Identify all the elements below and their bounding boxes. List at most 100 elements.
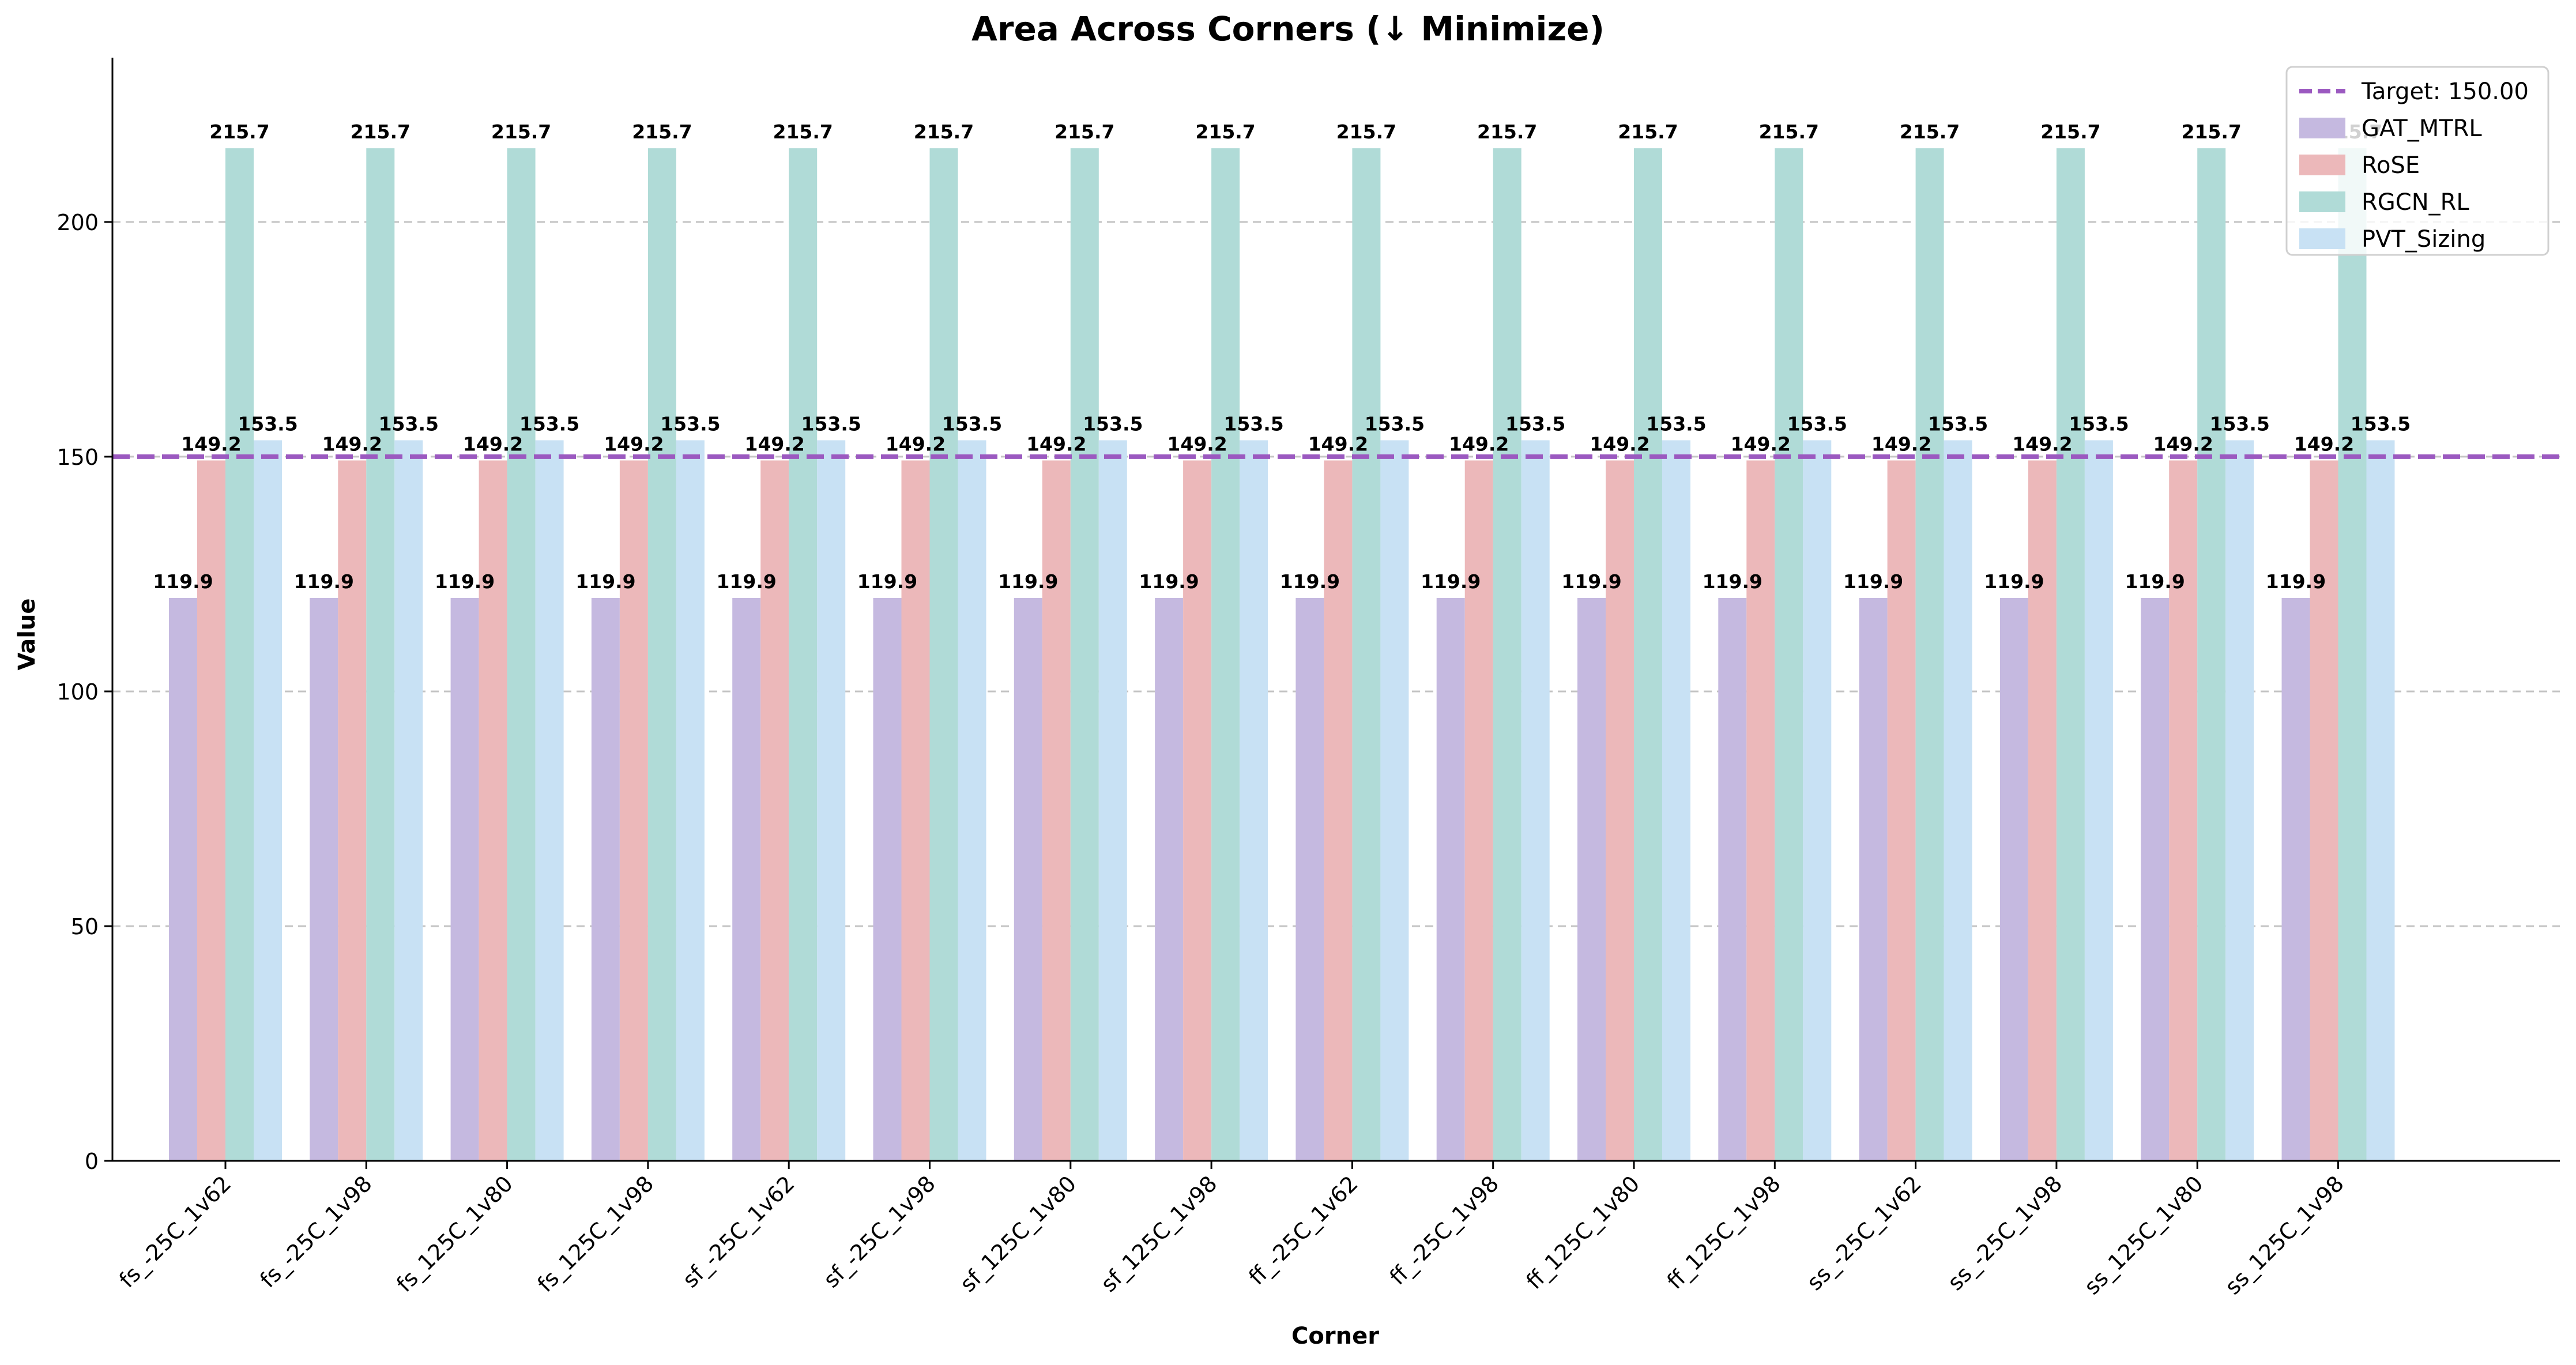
bar-gat-mtrl (1436, 597, 1465, 1161)
data-label: 215.7 (351, 121, 410, 143)
bar-rose (2310, 460, 2338, 1161)
bar-pvt-sizing (1944, 440, 1972, 1161)
legend-label-rose: RoSE (2362, 152, 2420, 179)
data-label: 149.2 (322, 433, 382, 455)
data-label: 119.9 (575, 570, 635, 593)
data-label: 153.5 (519, 412, 579, 435)
data-label: 149.2 (2012, 433, 2072, 455)
bar-rgcn-rl (507, 148, 536, 1161)
bar-rose (1042, 460, 1071, 1161)
bar-gat-mtrl (1859, 597, 1888, 1161)
bar-pvt-sizing (1098, 440, 1127, 1161)
data-label: 149.2 (1871, 433, 1931, 455)
bar-rgcn-rl (2197, 148, 2226, 1161)
data-label: 153.5 (2210, 412, 2270, 435)
data-label: 119.9 (717, 570, 777, 593)
data-label: 153.5 (1223, 412, 1283, 435)
bar-pvt-sizing (1521, 440, 1550, 1161)
data-label: 119.9 (153, 570, 213, 593)
bar-pvt-sizing (394, 440, 423, 1161)
data-label: 119.9 (1843, 570, 1903, 593)
bar-gat-mtrl (169, 597, 197, 1161)
legend-swatch-gat-mtrl (2299, 118, 2345, 138)
bar-rose (2169, 460, 2198, 1161)
data-label: 149.2 (2153, 433, 2213, 455)
legend-swatch-pvt-sizing (2299, 228, 2345, 249)
bar-pvt-sizing (817, 440, 846, 1161)
legend-label-target: Target: 150.00 (2361, 78, 2529, 105)
bar-gat-mtrl (591, 597, 620, 1161)
data-label: 215.7 (2040, 121, 2100, 143)
data-labels-layer: 119.9 119.9 119.9 119.9 119.9 119.9 119.9 119.9… (153, 121, 2411, 593)
bar-pvt-sizing (1662, 440, 1690, 1161)
data-label: 153.5 (238, 412, 297, 435)
data-label: 215.7 (1618, 121, 1678, 143)
bar-rose (1887, 460, 1916, 1161)
data-label: 119.9 (857, 570, 917, 593)
bar-pvt-sizing (2225, 440, 2254, 1161)
data-label: 149.2 (1731, 433, 1791, 455)
bar-gat-mtrl (1999, 597, 2028, 1161)
y-tick-label: 150 (57, 445, 99, 470)
bar-gat-mtrl (1718, 597, 1747, 1161)
bar-gat-mtrl (2281, 597, 2310, 1161)
bar-rose (901, 460, 930, 1161)
data-label: 119.9 (2266, 570, 2326, 593)
bar-gat-mtrl (1577, 597, 1606, 1161)
bar-rose (619, 460, 648, 1161)
data-label: 149.2 (604, 433, 664, 455)
data-label: 215.7 (1759, 121, 1819, 143)
data-label: 215.7 (632, 121, 692, 143)
bar-rgcn-rl (225, 148, 254, 1161)
data-label: 119.9 (1280, 570, 1340, 593)
bar-rgcn-rl (1211, 148, 1240, 1161)
bar-pvt-sizing (676, 440, 705, 1161)
legend-label-rgcn-rl: RGCN_RL (2362, 189, 2469, 216)
data-label: 153.5 (660, 412, 720, 435)
bar-rgcn-rl (1634, 148, 1662, 1161)
legend-swatch-rose (2299, 155, 2345, 175)
data-label: 215.7 (1900, 121, 1960, 143)
data-label: 153.5 (379, 412, 439, 435)
bar-gat-mtrl (1295, 597, 1324, 1161)
bar-pvt-sizing (958, 440, 986, 1161)
data-label: 119.9 (998, 570, 1058, 593)
bar-rgcn-rl (647, 148, 676, 1161)
data-label: 153.5 (2069, 412, 2129, 435)
data-label: 215.7 (1054, 121, 1114, 143)
bar-gat-mtrl (732, 597, 761, 1161)
bar-rose (1746, 460, 1775, 1161)
data-label: 149.2 (1026, 433, 1086, 455)
data-label: 153.5 (801, 412, 861, 435)
bar-gat-mtrl (310, 597, 338, 1161)
bar-rgcn-rl (1775, 148, 1803, 1161)
data-label: 153.5 (1928, 412, 1988, 435)
y-tick-label: 100 (57, 679, 99, 705)
data-label: 153.5 (2351, 412, 2411, 435)
data-label: 149.2 (745, 433, 805, 455)
legend-label-gat-mtrl: GAT_MTRL (2362, 115, 2482, 142)
bar-pvt-sizing (2084, 440, 2113, 1161)
legend-swatch-rgcn-rl (2299, 191, 2345, 212)
data-label: 215.7 (1336, 121, 1396, 143)
data-label: 215.7 (773, 121, 833, 143)
data-label: 153.5 (1787, 412, 1847, 435)
legend: Target: 150.00 GAT_MTRL RoSE RGCN_RL PVT_Siz… (2285, 66, 2549, 256)
bar-rose (1464, 460, 1493, 1161)
bar-pvt-sizing (2366, 440, 2395, 1161)
data-label: 119.9 (1703, 570, 1762, 593)
bar-pvt-sizing (1803, 440, 1832, 1161)
data-label: 119.9 (1984, 570, 2044, 593)
data-label: 153.5 (1646, 412, 1706, 435)
data-label: 215.7 (1195, 121, 1255, 143)
bar-rose (1324, 460, 1353, 1161)
bar-rgcn-rl (366, 148, 395, 1161)
bar-pvt-sizing (1240, 440, 1268, 1161)
bar-rgcn-rl (789, 148, 818, 1161)
bar-rose (338, 460, 367, 1161)
data-label: 119.9 (1139, 570, 1199, 593)
data-label: 153.5 (942, 412, 1002, 435)
data-label: 149.2 (1308, 433, 1368, 455)
bar-rose (2028, 460, 2057, 1161)
